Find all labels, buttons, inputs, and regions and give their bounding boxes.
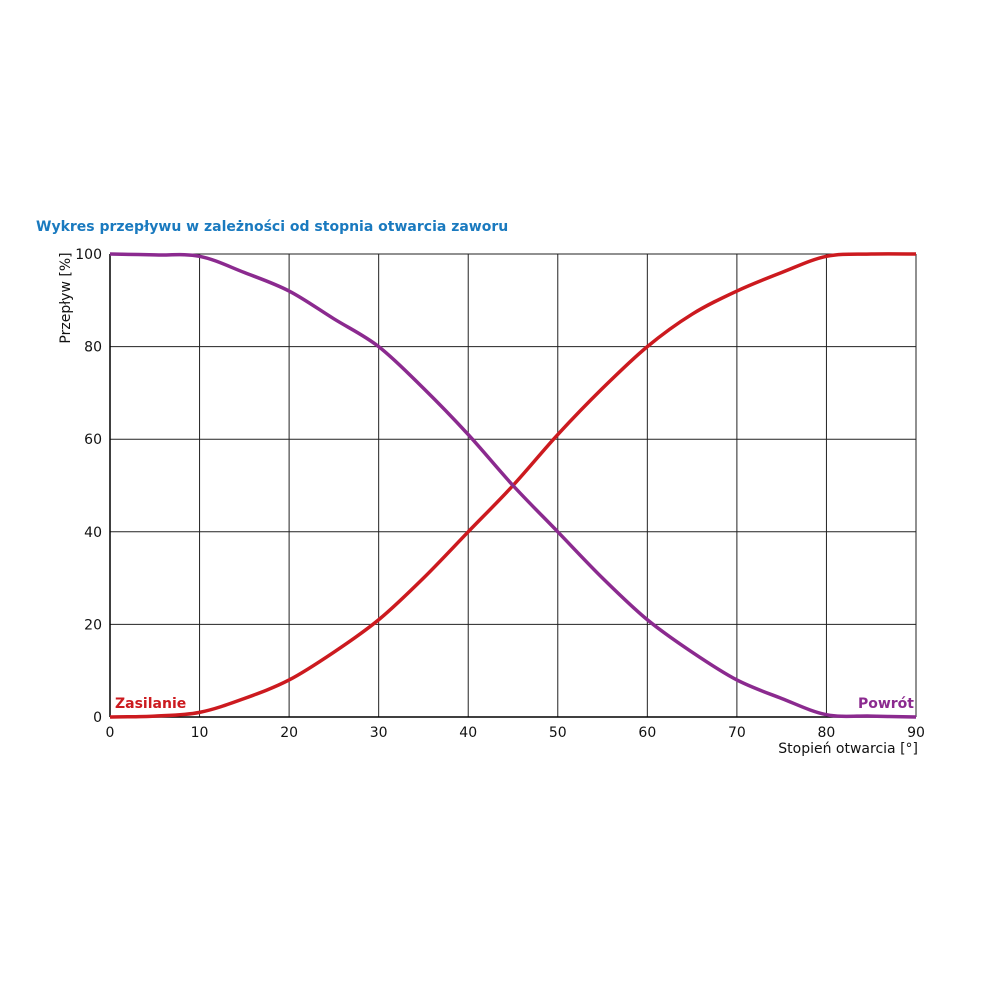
chart-title: Wykres przepływu w zależności od stopnia… (36, 219, 508, 235)
y-tick-label: 40 (84, 525, 102, 541)
y-tick-label: 0 (93, 710, 102, 726)
x-tick-label: 60 (638, 725, 656, 741)
x-tick-label: 70 (728, 725, 746, 741)
x-tick-label: 0 (106, 725, 115, 741)
y-tick-label: 100 (75, 247, 102, 263)
x-tick-label: 90 (907, 725, 925, 741)
y-tick-label: 20 (84, 617, 102, 633)
x-tick-label: 50 (549, 725, 567, 741)
x-tick-label: 20 (280, 725, 298, 741)
y-tick-label: 60 (84, 432, 102, 448)
legend-label: Zasilanie (115, 696, 186, 712)
x-axis-label: Stopień otwarcia [°] (778, 741, 918, 757)
x-tick-label: 40 (459, 725, 477, 741)
legend-label: Powrót (858, 696, 914, 712)
y-axis-label: Przepływ [%] (58, 252, 74, 343)
x-tick-label: 30 (370, 725, 388, 741)
line-series (109, 252, 917, 719)
x-tick-label: 80 (818, 725, 836, 741)
y-tick-label: 80 (84, 340, 102, 356)
x-tick-label: 10 (191, 725, 209, 741)
